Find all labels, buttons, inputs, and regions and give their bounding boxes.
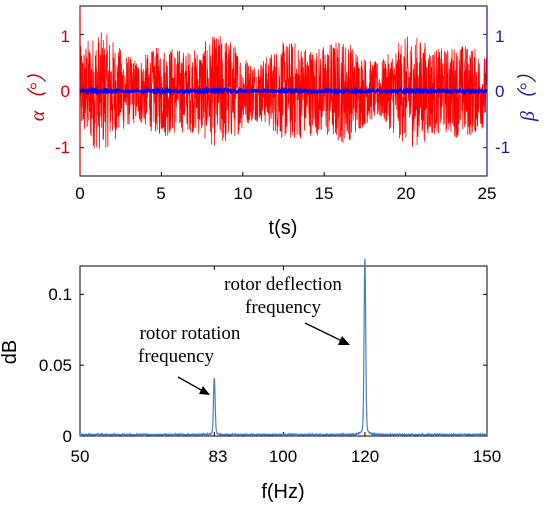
- bottom-plot-frame: [79, 265, 488, 437]
- annotation-arrow-rotation: [177, 376, 210, 395]
- top-y-left-axis-label: α（°）: [26, 63, 49, 122]
- bottom-x-tick-label: 83: [209, 447, 228, 466]
- annotation-rotor-rotation-line2: frequency: [138, 346, 214, 367]
- bottom-x-tick-label: 100: [269, 447, 297, 466]
- top-y-left-tick-label: 0: [61, 82, 70, 101]
- bottom-x-tick-label: 50: [71, 447, 90, 466]
- bottom-y-tick-label: 0: [63, 427, 72, 446]
- annotation-rotor-rotation-line1: rotor rotation: [140, 323, 241, 344]
- top-x-tick-label: 10: [234, 184, 253, 203]
- top-series-group: [79, 32, 488, 149]
- bottom-x-tick-label: 150: [473, 447, 501, 466]
- spectrum-line: [79, 258, 488, 438]
- top-x-axis-label: t(s): [269, 217, 298, 239]
- bottom-x-tick-label: 120: [351, 447, 379, 466]
- top-tick-marks: [79, 6, 488, 176]
- top-x-tick-label: 20: [397, 184, 416, 203]
- top-x-tick-label: 5: [156, 184, 165, 203]
- top-series-line: [79, 85, 488, 96]
- annotation-arrow-deflection: [304, 322, 350, 345]
- top-x-tick-label: 0: [75, 184, 84, 203]
- bottom-y-axis-label: dB: [0, 340, 21, 364]
- annotation-rotor-deflection-line2: frequency: [245, 297, 321, 318]
- top-chart: -1 0 1 -1 0 1 0 5 10 15 20 25 t(s) α（°） …: [26, 5, 539, 239]
- top-y-left-tick-label: -1: [55, 138, 70, 157]
- top-y-right-tick-label: 1: [495, 27, 504, 46]
- bottom-y-tick-label: 0.05: [39, 356, 72, 375]
- top-y-right-tick-label: -1: [495, 138, 510, 157]
- top-y-right-axis-label: β（°）: [516, 63, 539, 122]
- top-x-tick-label: 15: [315, 184, 334, 203]
- top-x-tick-label: 25: [478, 184, 497, 203]
- bottom-x-axis-label: f(Hz): [261, 481, 304, 503]
- bottom-chart: 0 0.05 0.1 50 83 100 120 150 f(Hz) dB ro…: [0, 258, 501, 503]
- top-y-right-tick-label: 0: [495, 82, 504, 101]
- annotation-rotor-deflection-line1: rotor deflection: [224, 274, 342, 295]
- top-y-left-tick-label: 1: [61, 27, 70, 46]
- bottom-y-tick-label: 0.1: [48, 285, 72, 304]
- top-series-line: [79, 32, 488, 149]
